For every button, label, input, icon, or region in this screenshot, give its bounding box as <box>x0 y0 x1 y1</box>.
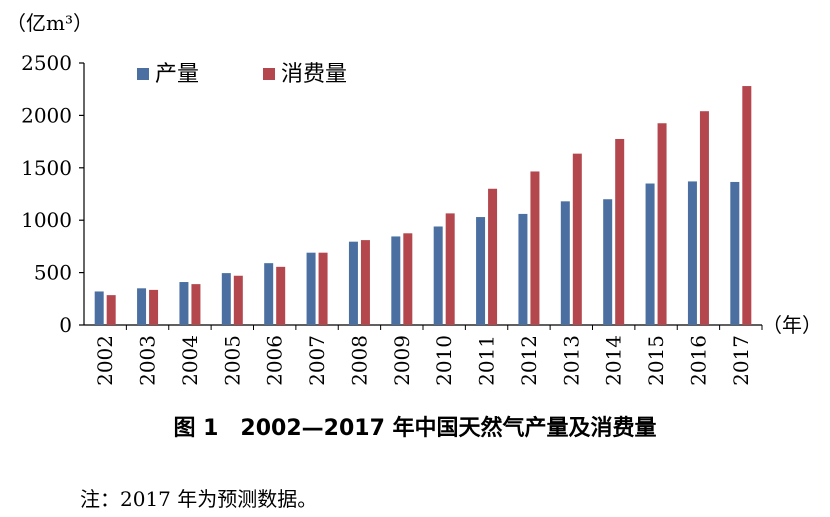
bar-consumption-2010 <box>445 213 455 325</box>
bar-production-2017 <box>730 181 740 325</box>
footnote: 注：2017 年为预测数据。 <box>80 487 318 511</box>
x-tick-label: 2011 <box>475 335 499 386</box>
figure-caption: 图 1 2002—2017 年中国天然气产量及消费量 <box>173 416 657 441</box>
x-tick-label: 2003 <box>136 335 160 386</box>
x-tick-label: 2006 <box>263 335 287 386</box>
bar-production-2009 <box>391 236 401 325</box>
legend: 产量 消费量 <box>137 62 347 87</box>
x-tick-label: 2010 <box>432 335 456 386</box>
y-tick-labels: 0 500 1000 1500 2000 2500 <box>21 51 72 337</box>
bar-consumption-2006 <box>276 266 286 325</box>
y-tick-label: 1000 <box>21 208 72 232</box>
bar-production-2012 <box>518 213 528 325</box>
x-tick-labels: 2002 2003 2004 2005 2006 2007 2008 2009 2010 2011… <box>93 335 753 386</box>
bar-production-2015 <box>645 183 655 325</box>
legend-swatch <box>137 68 149 80</box>
bar-consumption-2005 <box>233 275 243 325</box>
bar-production-2016 <box>687 181 697 325</box>
bar-consumption-2004 <box>191 284 201 325</box>
x-tick-label: 2013 <box>559 335 583 386</box>
bar-consumption-2003 <box>149 289 159 325</box>
bar-production-2008 <box>348 241 358 325</box>
bar-production-2014 <box>603 199 613 325</box>
bar-production-2007 <box>306 252 316 325</box>
bar-consumption-2008 <box>360 240 370 325</box>
y-tick-label: 1500 <box>21 156 72 180</box>
bars <box>94 86 752 325</box>
bar-consumption-2012 <box>530 171 540 325</box>
x-tick-label: 2004 <box>178 335 202 386</box>
x-axis-label: （年） <box>762 313 822 337</box>
y-tick-label: 0 <box>59 313 72 337</box>
bar-production-2010 <box>433 226 443 325</box>
bar-production-2003 <box>137 288 147 325</box>
y-tick-label: 500 <box>34 261 72 285</box>
bar-production-2013 <box>560 201 570 325</box>
x-tick-label: 2015 <box>644 335 668 386</box>
x-tick-label: 2008 <box>347 335 371 386</box>
bar-consumption-2011 <box>488 188 498 325</box>
legend-swatch <box>263 68 275 80</box>
legend-label: 消费量 <box>281 62 347 87</box>
x-tick-label: 2005 <box>220 335 244 386</box>
x-tick-label: 2007 <box>305 335 329 386</box>
bar-production-2005 <box>221 273 231 325</box>
bar-consumption-2013 <box>572 153 582 325</box>
y-tick-label: 2000 <box>21 103 72 127</box>
bar-consumption-2015 <box>657 123 667 325</box>
bar-production-2002 <box>94 291 104 325</box>
bar-consumption-2002 <box>106 295 116 325</box>
legend-label: 产量 <box>155 62 199 87</box>
bar-consumption-2017 <box>742 86 752 325</box>
x-tick-label: 2016 <box>686 335 710 386</box>
bar-consumption-2009 <box>403 233 413 325</box>
x-tick-label: 2017 <box>729 335 753 386</box>
x-tick-label: 2002 <box>93 335 117 386</box>
bar-production-2004 <box>179 282 189 325</box>
bar-production-2011 <box>476 217 486 325</box>
x-tick-label: 2014 <box>602 335 626 386</box>
y-tick-label: 2500 <box>21 51 72 75</box>
bar-production-2006 <box>264 263 274 325</box>
y-axis-label: （亿m³） <box>6 11 93 35</box>
x-tick-label: 2012 <box>517 335 541 386</box>
x-tick-label: 2009 <box>390 335 414 386</box>
bar-consumption-2016 <box>699 111 709 325</box>
bar-consumption-2007 <box>318 252 328 325</box>
bar-consumption-2014 <box>615 138 625 325</box>
